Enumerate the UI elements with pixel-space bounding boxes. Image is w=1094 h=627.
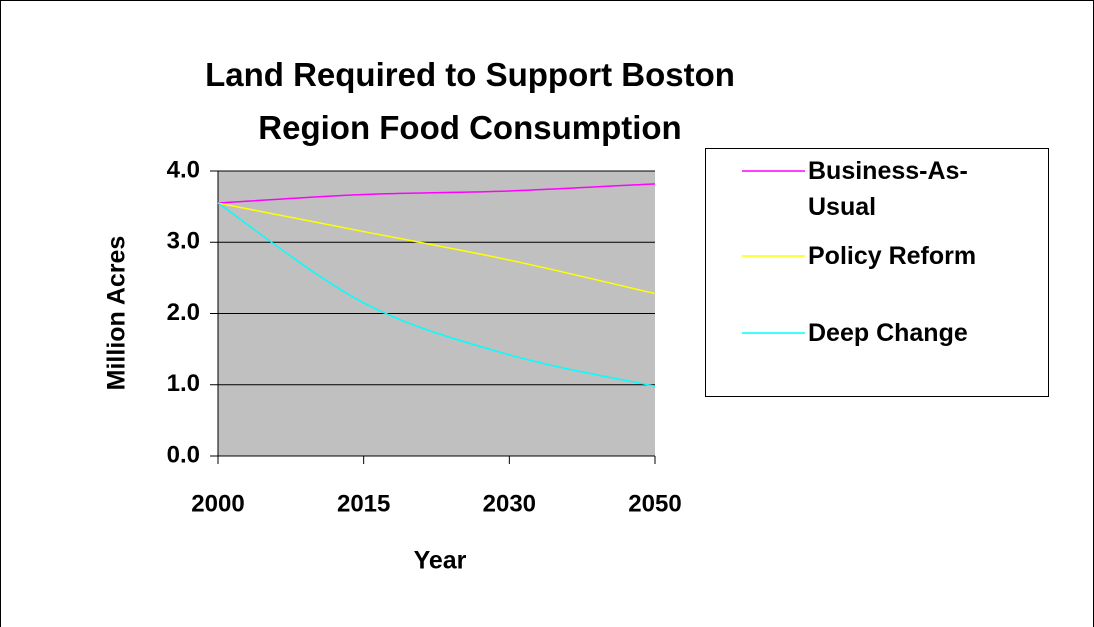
y-tick-label: 2.0 — [167, 299, 200, 326]
chart-title: Land Required to Support Boston Region F… — [205, 56, 735, 146]
x-tick-label: 2050 — [628, 490, 681, 517]
x-tick-label: 2000 — [191, 490, 244, 517]
y-tick-label: 0.0 — [167, 441, 200, 468]
series-line — [217, 202, 656, 387]
y-tick-label: 4.0 — [167, 156, 200, 183]
legend-box — [705, 148, 1049, 397]
x-tick-label: 2030 — [483, 490, 536, 517]
legend-label: Deep Change — [808, 319, 968, 347]
y-axis-label: Million Acres — [103, 236, 131, 391]
y-tick-label: 3.0 — [167, 228, 200, 255]
x-axis-label: Year — [414, 547, 467, 575]
legend-label: Business-As-Usual — [808, 157, 968, 221]
legend-label: Policy Reform — [808, 242, 977, 270]
y-tick-label: 1.0 — [167, 370, 200, 397]
series-line — [217, 183, 656, 204]
series-line — [217, 202, 656, 295]
x-tick-label: 2015 — [337, 490, 390, 517]
